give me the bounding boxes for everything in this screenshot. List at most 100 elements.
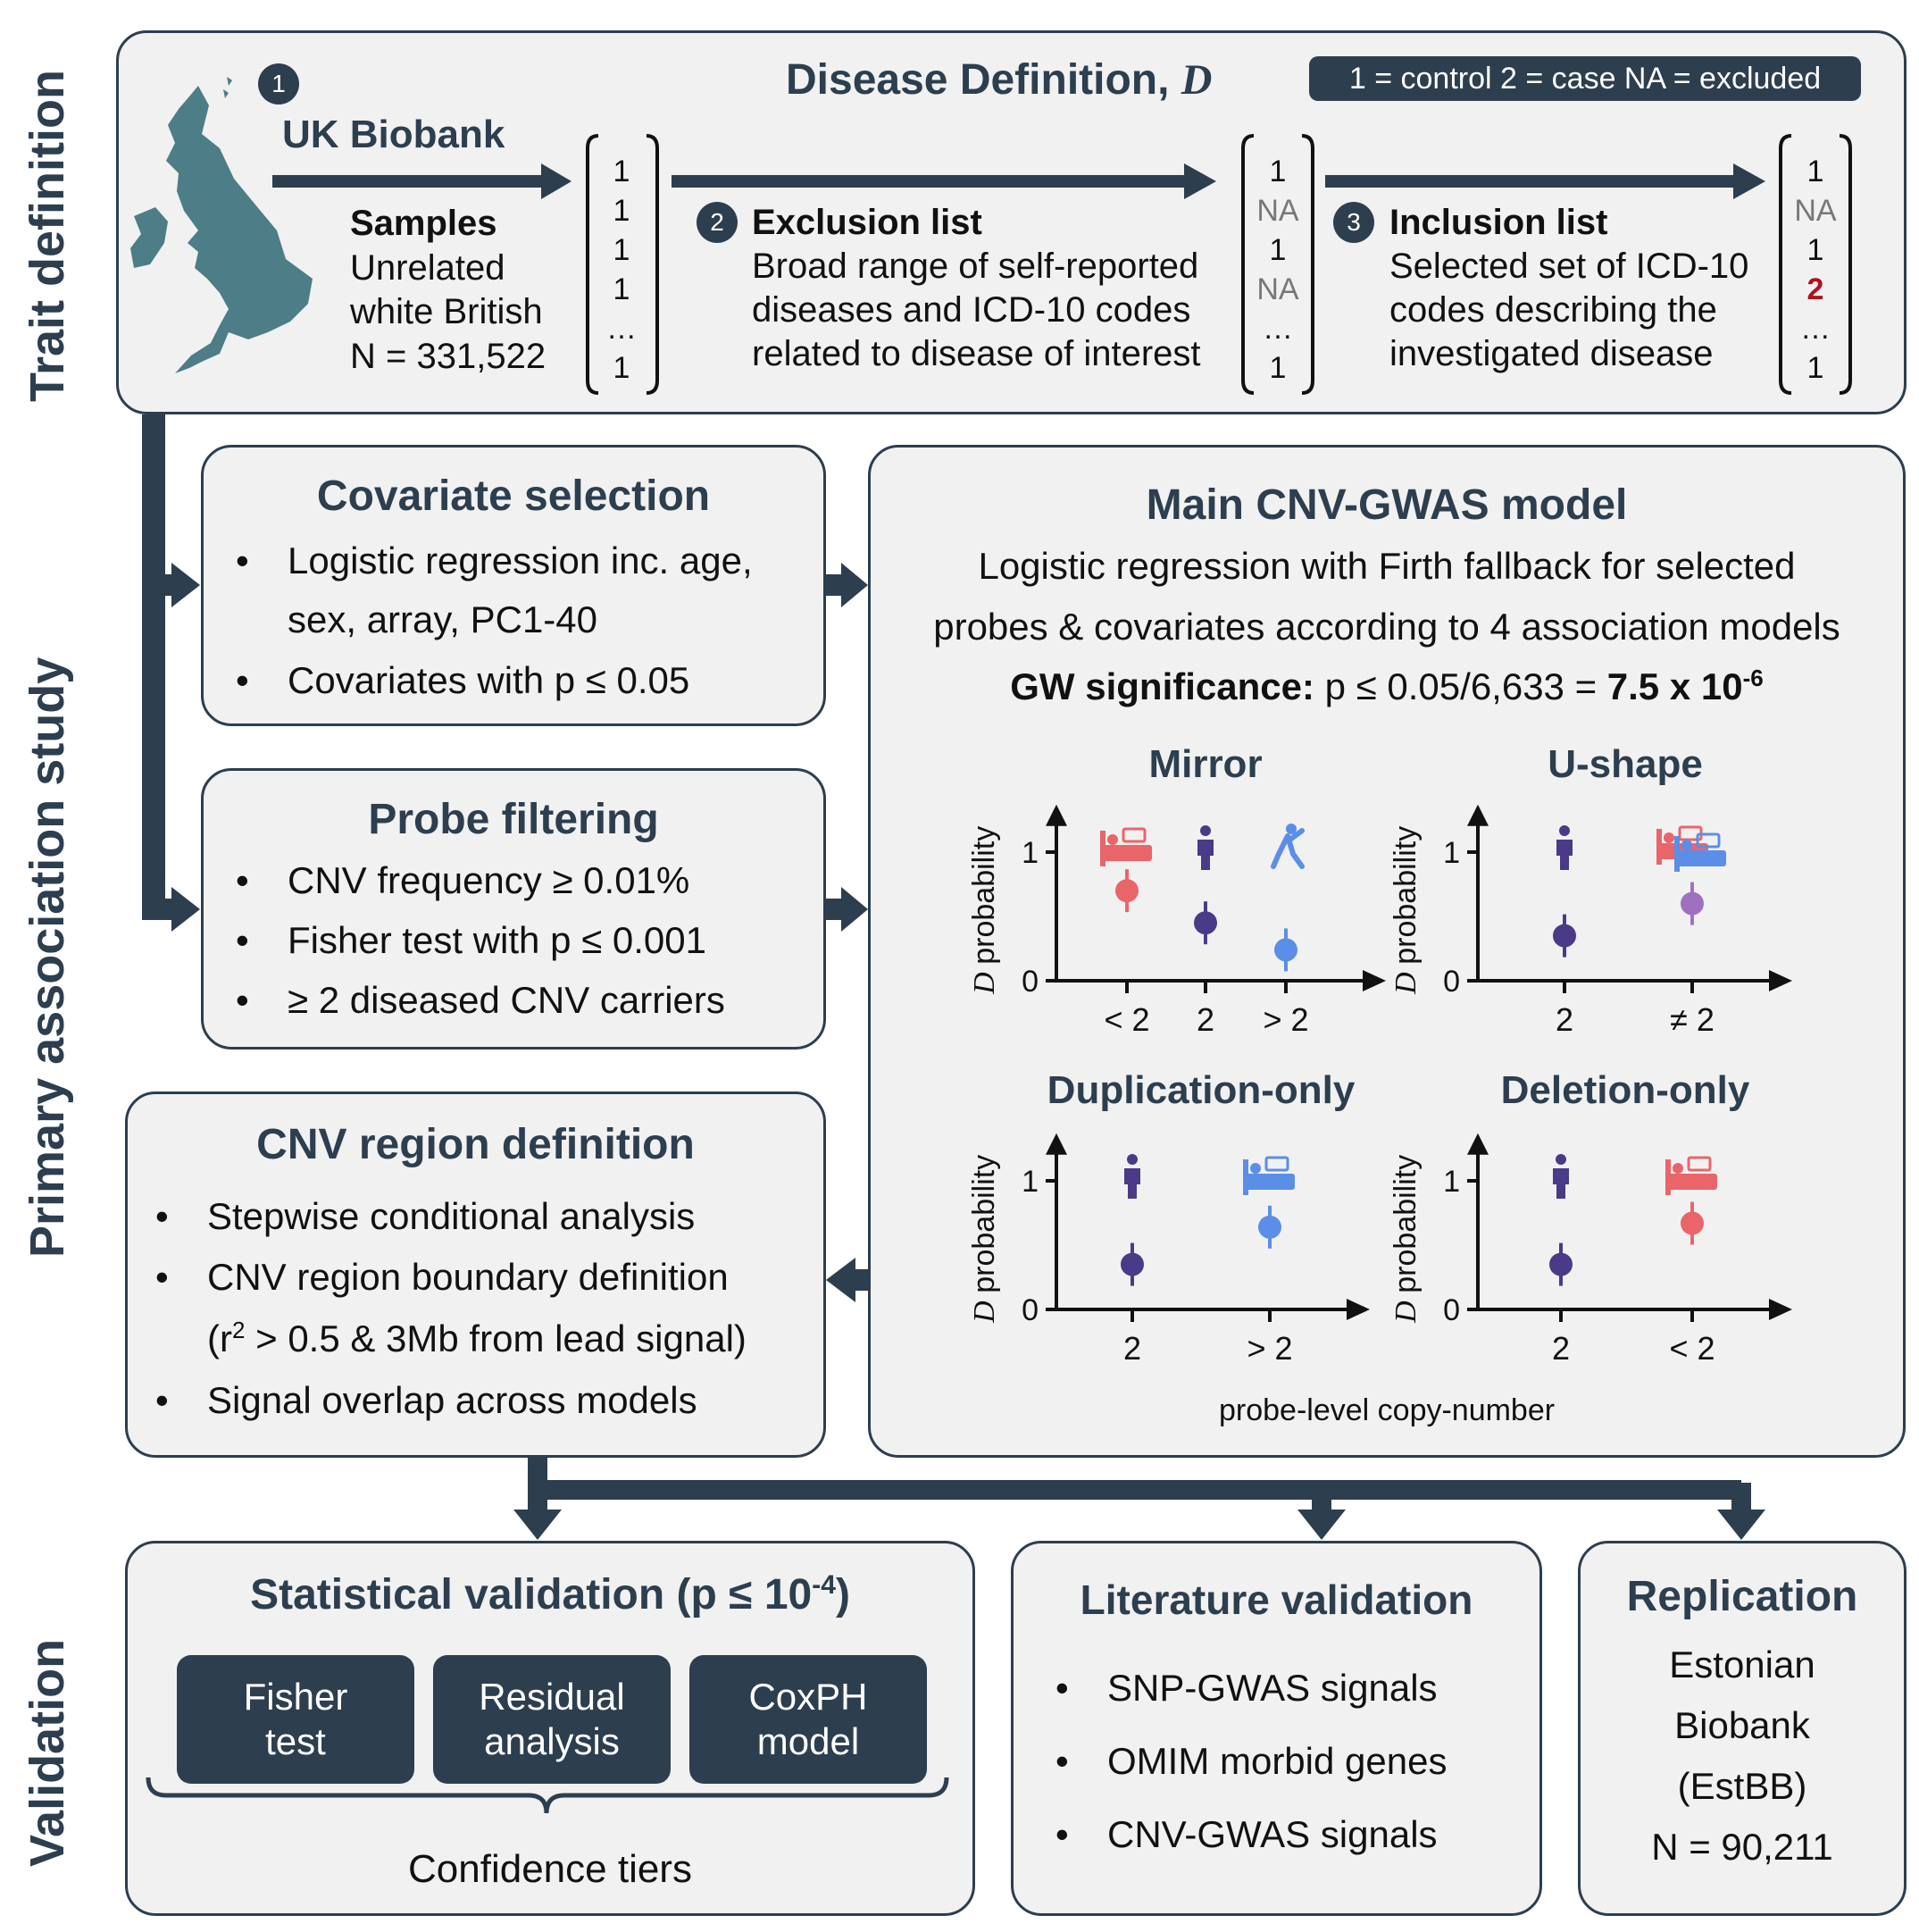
replication-title: Replication: [1626, 1573, 1858, 1620]
chart-title: Mirror: [1148, 742, 1262, 786]
chart-x-arrow: [1347, 1299, 1370, 1320]
chart-y-arrow: [1046, 1133, 1067, 1155]
region-item-2: CNV region boundary definition: [155, 1256, 729, 1299]
chart-x-tick-label: ≠ 2: [1670, 1001, 1715, 1038]
chart-y-tick-label: 0: [1022, 965, 1039, 999]
chart-x-tick-label: 2: [1123, 1330, 1141, 1367]
athlete-icon-body: [1271, 828, 1305, 869]
main-model-line-1: Logistic regression with Firth fallback …: [978, 545, 1796, 587]
hospital-bed-icon-monitor: [1687, 1156, 1712, 1172]
gw-significance: GW significance: p ≤ 0.05/6,633 = 7.5 x …: [1010, 665, 1764, 707]
chart-point: [1121, 1252, 1144, 1276]
literature-item-1: SNP-GWAS signals: [1055, 1667, 1437, 1710]
replication-line-1: Estonian: [1669, 1643, 1815, 1685]
hospital-bed-icon-post: [1665, 1159, 1671, 1195]
person-icon: [1556, 1154, 1566, 1165]
literature-validation-panel: [1011, 1541, 1542, 1916]
region-item-1: Stepwise conditional analysis: [155, 1195, 695, 1238]
chart-y-tick-label: 1: [1022, 836, 1039, 870]
literature-item-2: OMIM morbid genes: [1055, 1740, 1448, 1783]
chart-x-tick-label: < 2: [1669, 1330, 1715, 1367]
chart-point: [1549, 1252, 1573, 1276]
chart-y-arrow: [1467, 1133, 1489, 1155]
step-2-badge: 2: [697, 202, 738, 243]
inclusion-line-2: codes describing the: [1389, 290, 1717, 330]
chart-point: [1194, 911, 1217, 935]
replication-panel: [1578, 1541, 1906, 1916]
disease-definition-title: Disease Definition, D: [786, 56, 1213, 104]
person-icon-body: [1124, 1168, 1140, 1199]
hospital-bed-icon-head: [1681, 840, 1692, 850]
step-1-badge: 1: [258, 63, 299, 105]
hospital-bed-icon-head: [1107, 834, 1118, 845]
region-item-3: Signal overlap across models: [155, 1379, 697, 1422]
chart-y-tick-label: 0: [1022, 1293, 1039, 1327]
probe-item-3: ≥ 2 diseased CNV carriers: [236, 979, 725, 1022]
person-icon-body: [1553, 1168, 1569, 1199]
hospital-bed-icon-head: [1673, 1163, 1683, 1174]
chart-y-tick-label: 1: [1022, 1165, 1039, 1199]
person-icon: [1127, 1154, 1138, 1165]
chart-y-label: D probability: [967, 1155, 1001, 1324]
vector-excluded: 1 NA 1 NA… 1: [1256, 155, 1299, 385]
replication-line-2: Biobank: [1674, 1704, 1810, 1746]
hospital-bed-icon: [1100, 845, 1152, 861]
main-model-title: Main CNV-GWAS model: [1146, 481, 1628, 529]
covariate-item-1b: sex, array, PC1-40: [288, 598, 598, 640]
chart-x-arrow: [1363, 970, 1386, 991]
covariate-title: Covariate selection: [316, 473, 711, 520]
exclusion-title: Exclusion list: [752, 203, 982, 242]
step-3-badge: 3: [1333, 202, 1374, 243]
chart-y-tick-label: 0: [1443, 965, 1460, 999]
samples-line-2: white British: [350, 292, 543, 331]
hospital-bed-icon-post: [1674, 836, 1680, 872]
person-icon: [1200, 825, 1211, 836]
chart-y-label: D probability: [967, 826, 1001, 995]
statval-title: Statistical validation (p ≤ 10-4): [250, 1570, 850, 1618]
chart-title: Duplication-only: [1047, 1068, 1356, 1112]
chart-point: [1258, 1215, 1281, 1239]
chart-point: [1115, 879, 1139, 903]
region-item-2b: (r2 > 0.5 & 3Mb from lead signal): [207, 1317, 747, 1359]
hospital-bed-icon: [1674, 850, 1726, 866]
replication-line-3: (EstBB): [1677, 1765, 1807, 1807]
x-axis-label: probe-level copy-number: [1219, 1393, 1556, 1427]
literature-title: Literature validation: [1080, 1577, 1473, 1623]
chart-y-arrow: [1467, 804, 1489, 826]
chart-y-label: D probability: [1389, 826, 1423, 995]
chart-point: [1681, 891, 1704, 916]
exclusion-line-2: diseases and ICD-10 codes: [752, 290, 1191, 330]
chart-y-tick-label: 0: [1443, 1293, 1460, 1327]
covariate-item-2: Covariates with p ≤ 0.05: [236, 659, 689, 702]
chart-title: U-shape: [1548, 742, 1703, 786]
vector-final: 1 NA 1 2… 1: [1794, 155, 1837, 385]
chart-x-arrow: [1769, 970, 1792, 991]
samples-line-1: Unrelated: [350, 248, 505, 288]
main-model-line-2: probes & covariates according to 4 assoc…: [933, 606, 1840, 648]
main-model-panel: [868, 445, 1906, 1458]
chart-y-arrow: [1046, 804, 1067, 826]
probe-item-1: CNV frequency ≥ 0.01%: [236, 859, 689, 902]
hospital-bed-icon: [1243, 1174, 1295, 1190]
hospital-bed-icon-post: [1656, 829, 1662, 865]
uk-biobank-label: UK Biobank: [282, 113, 505, 156]
probe-item-2: Fisher test with p ≤ 0.001: [236, 919, 706, 962]
person-icon-body: [1197, 840, 1214, 870]
chart-x-tick-label: > 2: [1247, 1330, 1292, 1367]
chart-x-tick-label: 2: [1197, 1001, 1214, 1038]
hospital-bed-icon-monitor: [1122, 827, 1147, 843]
chart-title: Deletion-only: [1501, 1068, 1750, 1112]
hospital-bed-icon-post: [1100, 831, 1106, 866]
replication-line-4: N = 90,211: [1651, 1826, 1833, 1868]
hospital-bed-icon-monitor: [1264, 1156, 1289, 1172]
region-title: CNV region definition: [256, 1121, 695, 1168]
hospital-bed-icon-monitor: [1696, 832, 1721, 849]
chart-y-tick-label: 1: [1443, 836, 1460, 870]
probe-title: Probe filtering: [368, 796, 659, 843]
hospital-bed-icon-head: [1664, 832, 1674, 843]
uk-map-icon: [166, 86, 313, 373]
inclusion-line-3: investigated disease: [1389, 334, 1714, 373]
literature-item-3: CNV-GWAS signals: [1055, 1813, 1437, 1856]
